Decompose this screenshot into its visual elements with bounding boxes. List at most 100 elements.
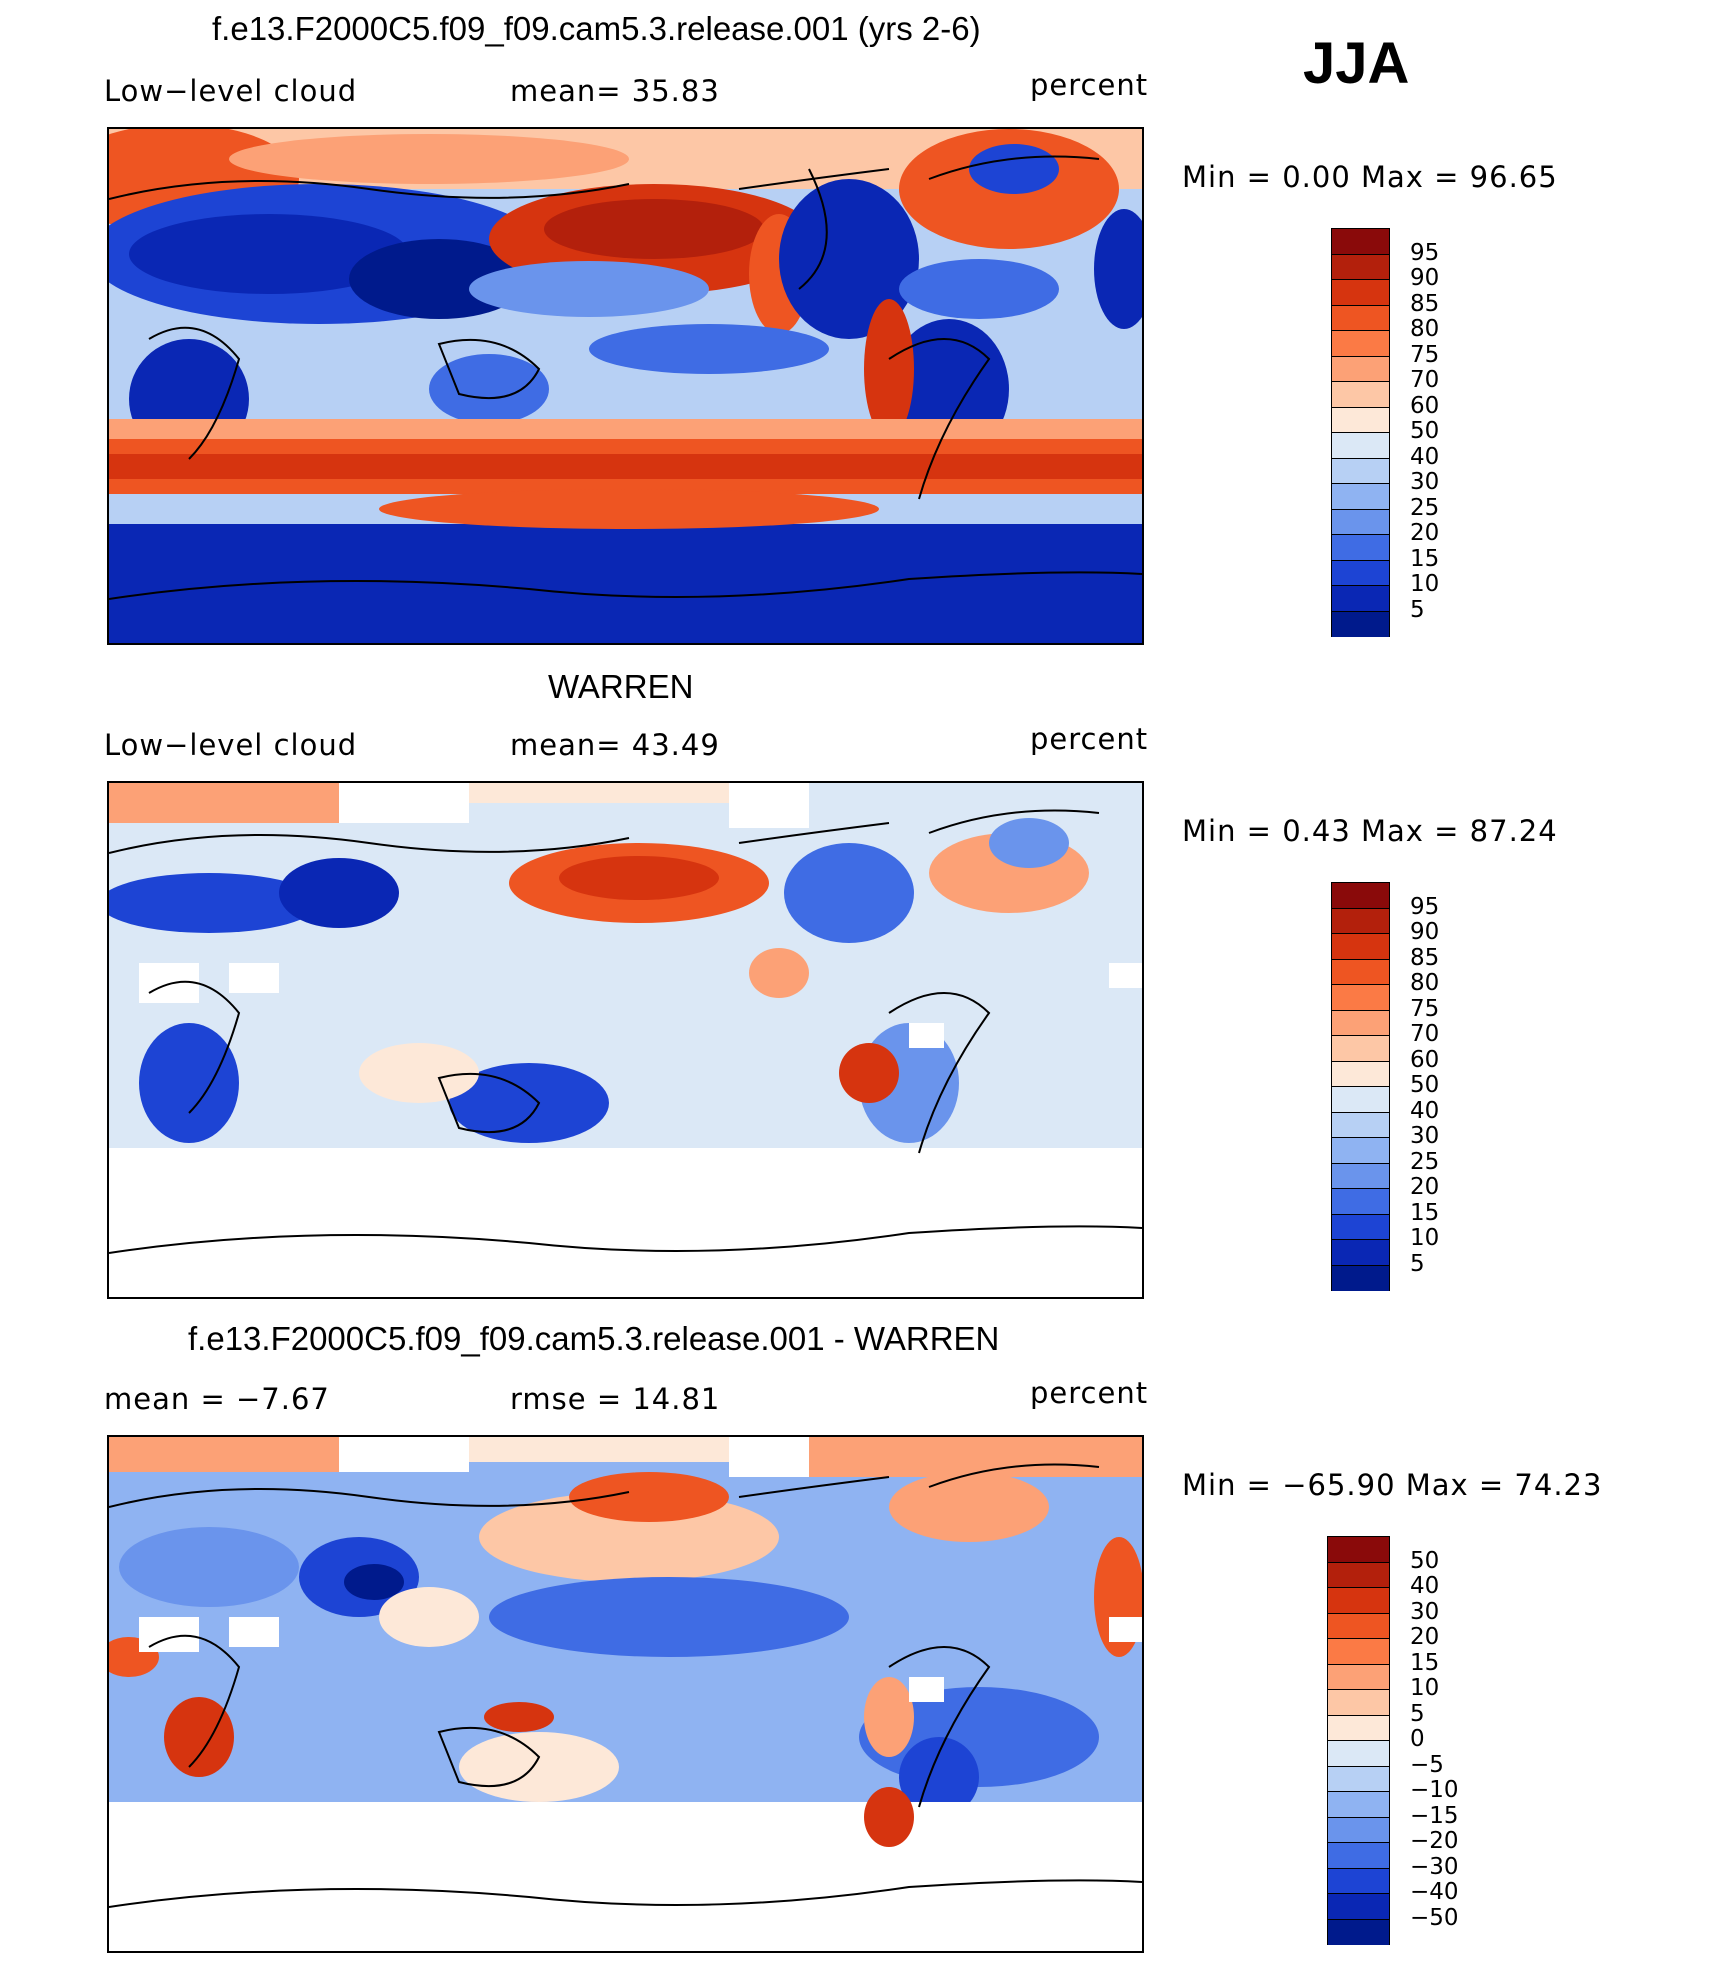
- panel1-variable-label: Low−level cloud: [104, 74, 358, 108]
- colorbar-swatch: [1331, 406, 1390, 433]
- colorbar-swatch: [1331, 508, 1390, 535]
- colorbar-swatch: [1331, 559, 1390, 586]
- colorbar-tick-label: 95: [1410, 893, 1440, 920]
- colorbar-swatch: [1331, 1060, 1390, 1087]
- colorbar-tick-label: 40: [1410, 1573, 1440, 1599]
- colorbar-tick-label: 30: [1410, 1123, 1440, 1149]
- colorbar-tick-label: 80: [1410, 316, 1440, 342]
- colorbar-tick-label: 70: [1410, 367, 1440, 393]
- colorbar-tick-label: −10: [1410, 1777, 1459, 1803]
- colorbar-swatch: [1331, 1264, 1390, 1291]
- colorbar-tick-label: 50: [1410, 1072, 1440, 1098]
- colorbar-tick-label: 30: [1410, 469, 1440, 495]
- panel1-map: [107, 127, 1144, 645]
- colorbar-tick-label: 60: [1410, 1046, 1440, 1073]
- colorbar-tick-label: 40: [1410, 1097, 1440, 1124]
- colorbar-swatch: [1327, 1587, 1390, 1613]
- colorbar-swatch: [1327, 1765, 1390, 1792]
- colorbar-swatch: [1331, 330, 1390, 356]
- panel3-colorbar-ticks: 50 40 30 20 15 10 5 0 −5 −10 −15 −20 −30 −40 −50: [1410, 1536, 1500, 1944]
- colorbar-swatch: [1331, 1111, 1390, 1138]
- colorbar-tick-label: 25: [1410, 494, 1440, 521]
- colorbar-tick-label: 70: [1410, 1021, 1440, 1047]
- colorbar-swatch: [1327, 1791, 1390, 1817]
- colorbar-swatch: [1327, 1867, 1390, 1894]
- colorbar-swatch: [1327, 1816, 1390, 1843]
- colorbar-tick-label: 95: [1410, 239, 1440, 266]
- panel2-units-label: percent: [1030, 722, 1149, 756]
- panel1-title: f.e13.F2000C5.f09_f09.cam5.3.release.001…: [212, 10, 981, 47]
- colorbar-swatch: [1331, 457, 1390, 484]
- panel3-minmax: Min = −65.90 Max = 74.23: [1182, 1468, 1603, 1502]
- panel3-mean-label: mean = −7.67: [104, 1382, 330, 1416]
- colorbar-tick-label: 10: [1410, 571, 1440, 597]
- colorbar-tick-label: 10: [1410, 1225, 1440, 1251]
- season-label: JJA: [1303, 31, 1410, 96]
- colorbar-tick-label: 15: [1410, 545, 1440, 572]
- colorbar-swatch: [1331, 1162, 1390, 1189]
- colorbar-tick-label: 50: [1410, 1547, 1440, 1574]
- colorbar-tick-label: 0: [1410, 1726, 1425, 1752]
- colorbar-tick-label: −30: [1410, 1853, 1459, 1880]
- colorbar-swatch: [1331, 304, 1390, 331]
- colorbar-swatch: [1331, 882, 1390, 908]
- colorbar-swatch: [1327, 1689, 1390, 1715]
- panel2-map: [107, 781, 1144, 1299]
- colorbar-tick-label: 20: [1410, 520, 1440, 546]
- colorbar-swatch: [1331, 253, 1390, 280]
- colorbar-tick-label: 5: [1410, 1250, 1425, 1277]
- colorbar-tick-label: 25: [1410, 1148, 1440, 1175]
- colorbar-tick-label: 20: [1410, 1624, 1440, 1650]
- colorbar-swatch: [1327, 1842, 1390, 1868]
- colorbar-swatch: [1327, 1536, 1390, 1562]
- colorbar-swatch: [1331, 483, 1390, 509]
- colorbar-tick-label: −50: [1410, 1904, 1459, 1931]
- panel3-title: f.e13.F2000C5.f09_f09.cam5.3.release.001…: [188, 1320, 1000, 1357]
- colorbar-swatch: [1331, 1035, 1390, 1061]
- colorbar-tick-label: 15: [1410, 1199, 1440, 1226]
- panel1-colorbar-ticks: 95 90 85 80 75 70 60 50 40 30 25 20 15 10 5: [1410, 228, 1490, 636]
- colorbar-tick-label: 10: [1410, 1675, 1440, 1701]
- colorbar-tick-label: 5: [1410, 596, 1425, 623]
- colorbar-tick-label: −15: [1410, 1802, 1459, 1829]
- panel3-map: [107, 1435, 1144, 1953]
- colorbar-swatch: [1327, 1893, 1390, 1919]
- colorbar-swatch: [1327, 1740, 1390, 1766]
- panel2-colorbar: [1331, 882, 1390, 1291]
- colorbar-swatch: [1331, 432, 1390, 458]
- colorbar-swatch: [1327, 1663, 1390, 1690]
- panel1-mean-label: mean= 35.83: [510, 74, 720, 108]
- colorbar-tick-label: 60: [1410, 392, 1440, 419]
- colorbar-tick-label: 80: [1410, 970, 1440, 996]
- colorbar-swatch: [1331, 1086, 1390, 1112]
- colorbar-swatch: [1331, 1188, 1390, 1214]
- panel1-colorbar: [1331, 228, 1390, 637]
- panel3-rmse-label: rmse = 14.81: [510, 1382, 721, 1416]
- panel3-colorbar: [1327, 1536, 1390, 1945]
- colorbar-swatch: [1331, 984, 1390, 1010]
- colorbar-tick-label: 20: [1410, 1174, 1440, 1200]
- colorbar-swatch: [1331, 610, 1390, 637]
- colorbar-tick-label: 5: [1410, 1700, 1425, 1727]
- colorbar-tick-label: 75: [1410, 341, 1440, 368]
- colorbar-swatch: [1327, 1918, 1390, 1945]
- colorbar-swatch: [1331, 228, 1390, 254]
- colorbar-swatch: [1331, 933, 1390, 959]
- colorbar-tick-label: −20: [1410, 1828, 1459, 1854]
- panel2-mean-label: mean= 43.49: [510, 728, 720, 762]
- panel2-map-svg: [109, 783, 1142, 1297]
- panel2-title: WARREN: [548, 668, 694, 705]
- colorbar-swatch: [1327, 1612, 1390, 1639]
- colorbar-swatch: [1331, 585, 1390, 611]
- panel2-minmax: Min = 0.43 Max = 87.24: [1182, 814, 1558, 848]
- colorbar-swatch: [1331, 534, 1390, 560]
- colorbar-tick-label: 90: [1410, 919, 1440, 945]
- colorbar-swatch: [1331, 279, 1390, 305]
- panel1-minmax: Min = 0.00 Max = 96.65: [1182, 160, 1558, 194]
- colorbar-swatch: [1331, 355, 1390, 382]
- colorbar-swatch: [1331, 1213, 1390, 1240]
- colorbar-tick-label: 15: [1410, 1649, 1440, 1676]
- colorbar-tick-label: 40: [1410, 443, 1440, 470]
- colorbar-tick-label: 90: [1410, 265, 1440, 291]
- colorbar-swatch: [1327, 1561, 1390, 1588]
